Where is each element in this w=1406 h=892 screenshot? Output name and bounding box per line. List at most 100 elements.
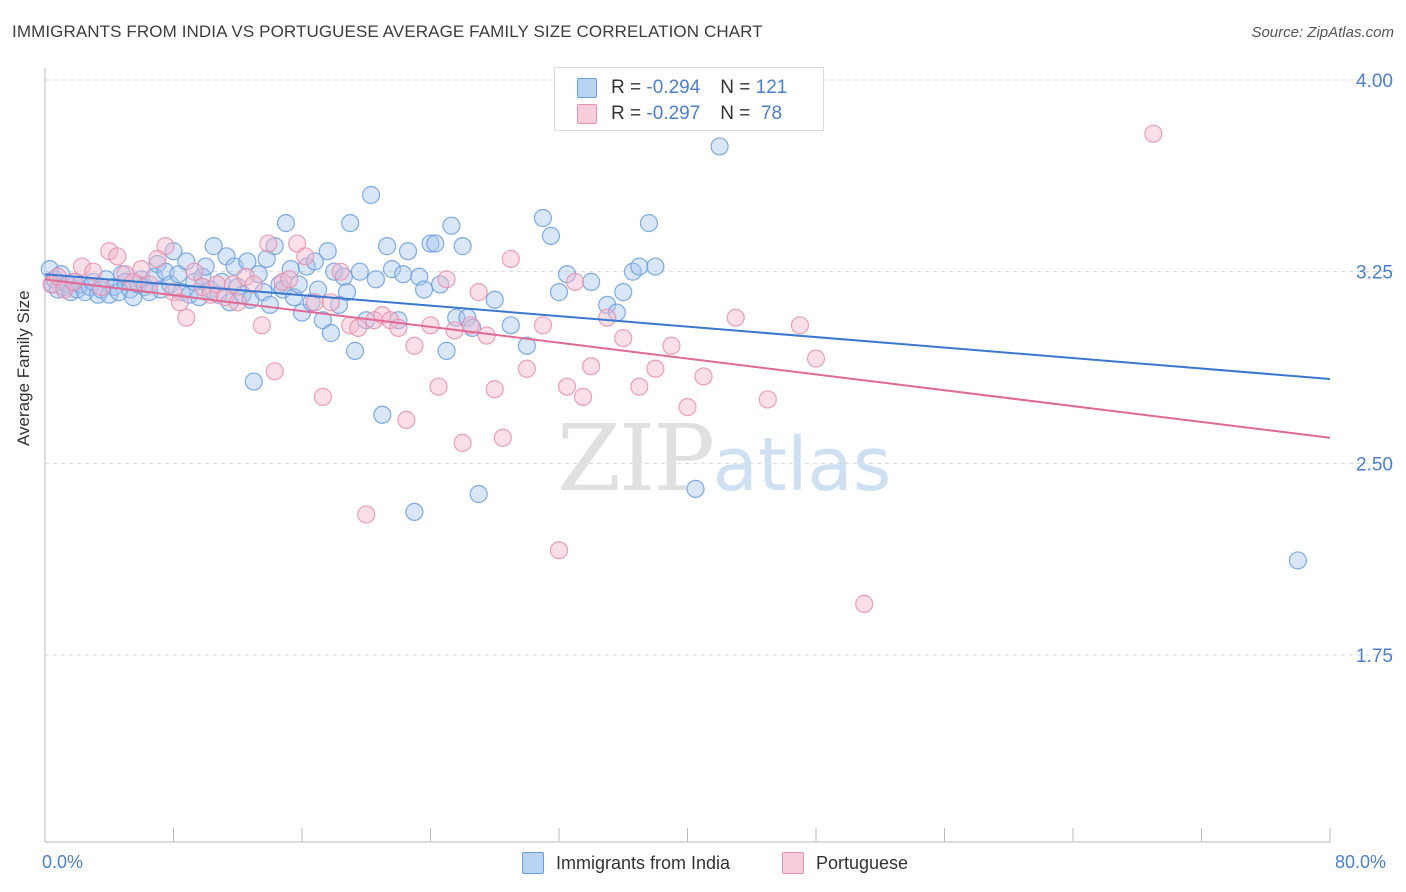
india-point <box>1288 551 1307 570</box>
india-point <box>394 265 413 284</box>
india-swatch <box>577 78 597 98</box>
india-point <box>549 283 569 302</box>
india-point <box>244 372 263 391</box>
india-point <box>334 267 353 286</box>
portuguese-point <box>313 387 332 406</box>
india-point <box>437 341 456 360</box>
india-point <box>260 295 279 314</box>
india-trend-line <box>44 273 1331 380</box>
india-point <box>442 216 461 235</box>
india-point <box>598 295 617 314</box>
india-point <box>321 323 341 343</box>
india-point <box>710 137 729 156</box>
india-point <box>382 260 402 279</box>
india-point <box>325 262 344 281</box>
india-point <box>350 262 369 281</box>
portuguese-point <box>758 390 777 409</box>
watermark-atlas: atlas <box>713 422 892 508</box>
legend-n-label: N = <box>720 77 751 98</box>
watermark-zip: ZIP <box>557 405 713 512</box>
portuguese-point <box>429 377 448 396</box>
portuguese-point <box>331 262 350 281</box>
portuguese-point <box>573 387 593 406</box>
chart-title: IMMIGRANTS FROM INDIA VS PORTUGUESE AVER… <box>12 22 763 41</box>
portuguese-point <box>726 308 745 327</box>
correlation-legend: R = -0.294 N = 121 R = -0.297 N = 78 <box>554 67 824 131</box>
y-tick-labels: 4.00 3.25 2.50 1.75 <box>1356 71 1393 667</box>
portuguese-point <box>598 308 617 327</box>
india-point <box>345 341 365 360</box>
portuguese-point <box>405 336 424 355</box>
portuguese-point <box>549 541 569 560</box>
portuguese-point <box>582 357 601 376</box>
legend-r-value: -0.294 <box>646 77 701 98</box>
india-point <box>405 502 424 521</box>
portuguese-point <box>501 249 520 268</box>
portuguese-point <box>349 318 368 337</box>
portuguese-point <box>437 270 456 289</box>
y-tick-label: 2.50 <box>1356 454 1393 475</box>
legend-item-label: Immigrants from India <box>556 852 731 873</box>
india-legend-swatch <box>522 852 544 874</box>
india-point <box>373 405 392 424</box>
india-point <box>453 237 472 256</box>
portuguese-point <box>630 377 649 396</box>
portuguese-point <box>485 380 504 399</box>
x-tick-max: 80.0% <box>1335 852 1387 872</box>
india-point <box>398 242 418 261</box>
portuguese-point <box>678 398 697 417</box>
portuguese-point <box>397 410 416 429</box>
portuguese-point <box>453 433 472 452</box>
india-point <box>212 272 231 291</box>
portuguese-point <box>461 316 480 335</box>
chart-source: Source: ZipAtlas.com <box>1251 24 1394 41</box>
india-point <box>337 283 357 302</box>
india-point <box>196 257 215 276</box>
portuguese-point <box>1144 124 1163 143</box>
portuguese-trend-line <box>44 278 1331 439</box>
legend-n-label: N = <box>720 103 751 124</box>
portuguese-point <box>252 316 271 335</box>
india-point <box>238 252 257 271</box>
portuguese-point <box>170 293 190 312</box>
y-tick-label: 1.75 <box>1356 646 1393 667</box>
axes <box>44 68 1331 843</box>
legend-r-value: -0.297 <box>646 103 701 124</box>
portuguese-point <box>244 275 263 294</box>
portuguese-point <box>477 326 496 345</box>
portuguese-point <box>84 262 103 281</box>
india-point <box>582 272 601 291</box>
trend-lines <box>44 273 1331 439</box>
india-point <box>341 214 360 233</box>
portuguese-point <box>790 316 810 335</box>
portuguese-point <box>533 316 553 335</box>
india-point <box>630 257 649 276</box>
india-point <box>378 237 397 256</box>
india-point <box>639 214 659 233</box>
india-point <box>361 185 381 205</box>
legend-n-value: 78 <box>760 103 783 124</box>
legend-row-portuguese: R = -0.297 N = 78 <box>577 102 782 126</box>
india-point <box>204 237 223 256</box>
data-points <box>40 124 1307 613</box>
portuguese-point <box>614 329 633 348</box>
y-axis-label: Average Family Size <box>14 290 33 446</box>
india-point <box>318 242 337 261</box>
portuguese-point <box>108 247 127 266</box>
india-point <box>686 479 705 498</box>
portuguese-point <box>662 336 681 355</box>
portuguese-point <box>265 362 284 381</box>
portuguese-point <box>296 247 315 266</box>
india-point <box>541 226 561 245</box>
portuguese-swatch <box>577 104 597 124</box>
legend-r-label: R = <box>611 77 642 98</box>
series-legend: Immigrants from India Portuguese <box>0 852 1406 876</box>
portuguese-point <box>185 262 204 281</box>
india-point <box>421 234 440 253</box>
india-point <box>614 283 633 302</box>
portuguese-point <box>177 308 196 327</box>
portuguese-point <box>280 270 299 289</box>
legend-item-india: Immigrants from India <box>522 852 730 874</box>
portuguese-point <box>557 377 577 396</box>
